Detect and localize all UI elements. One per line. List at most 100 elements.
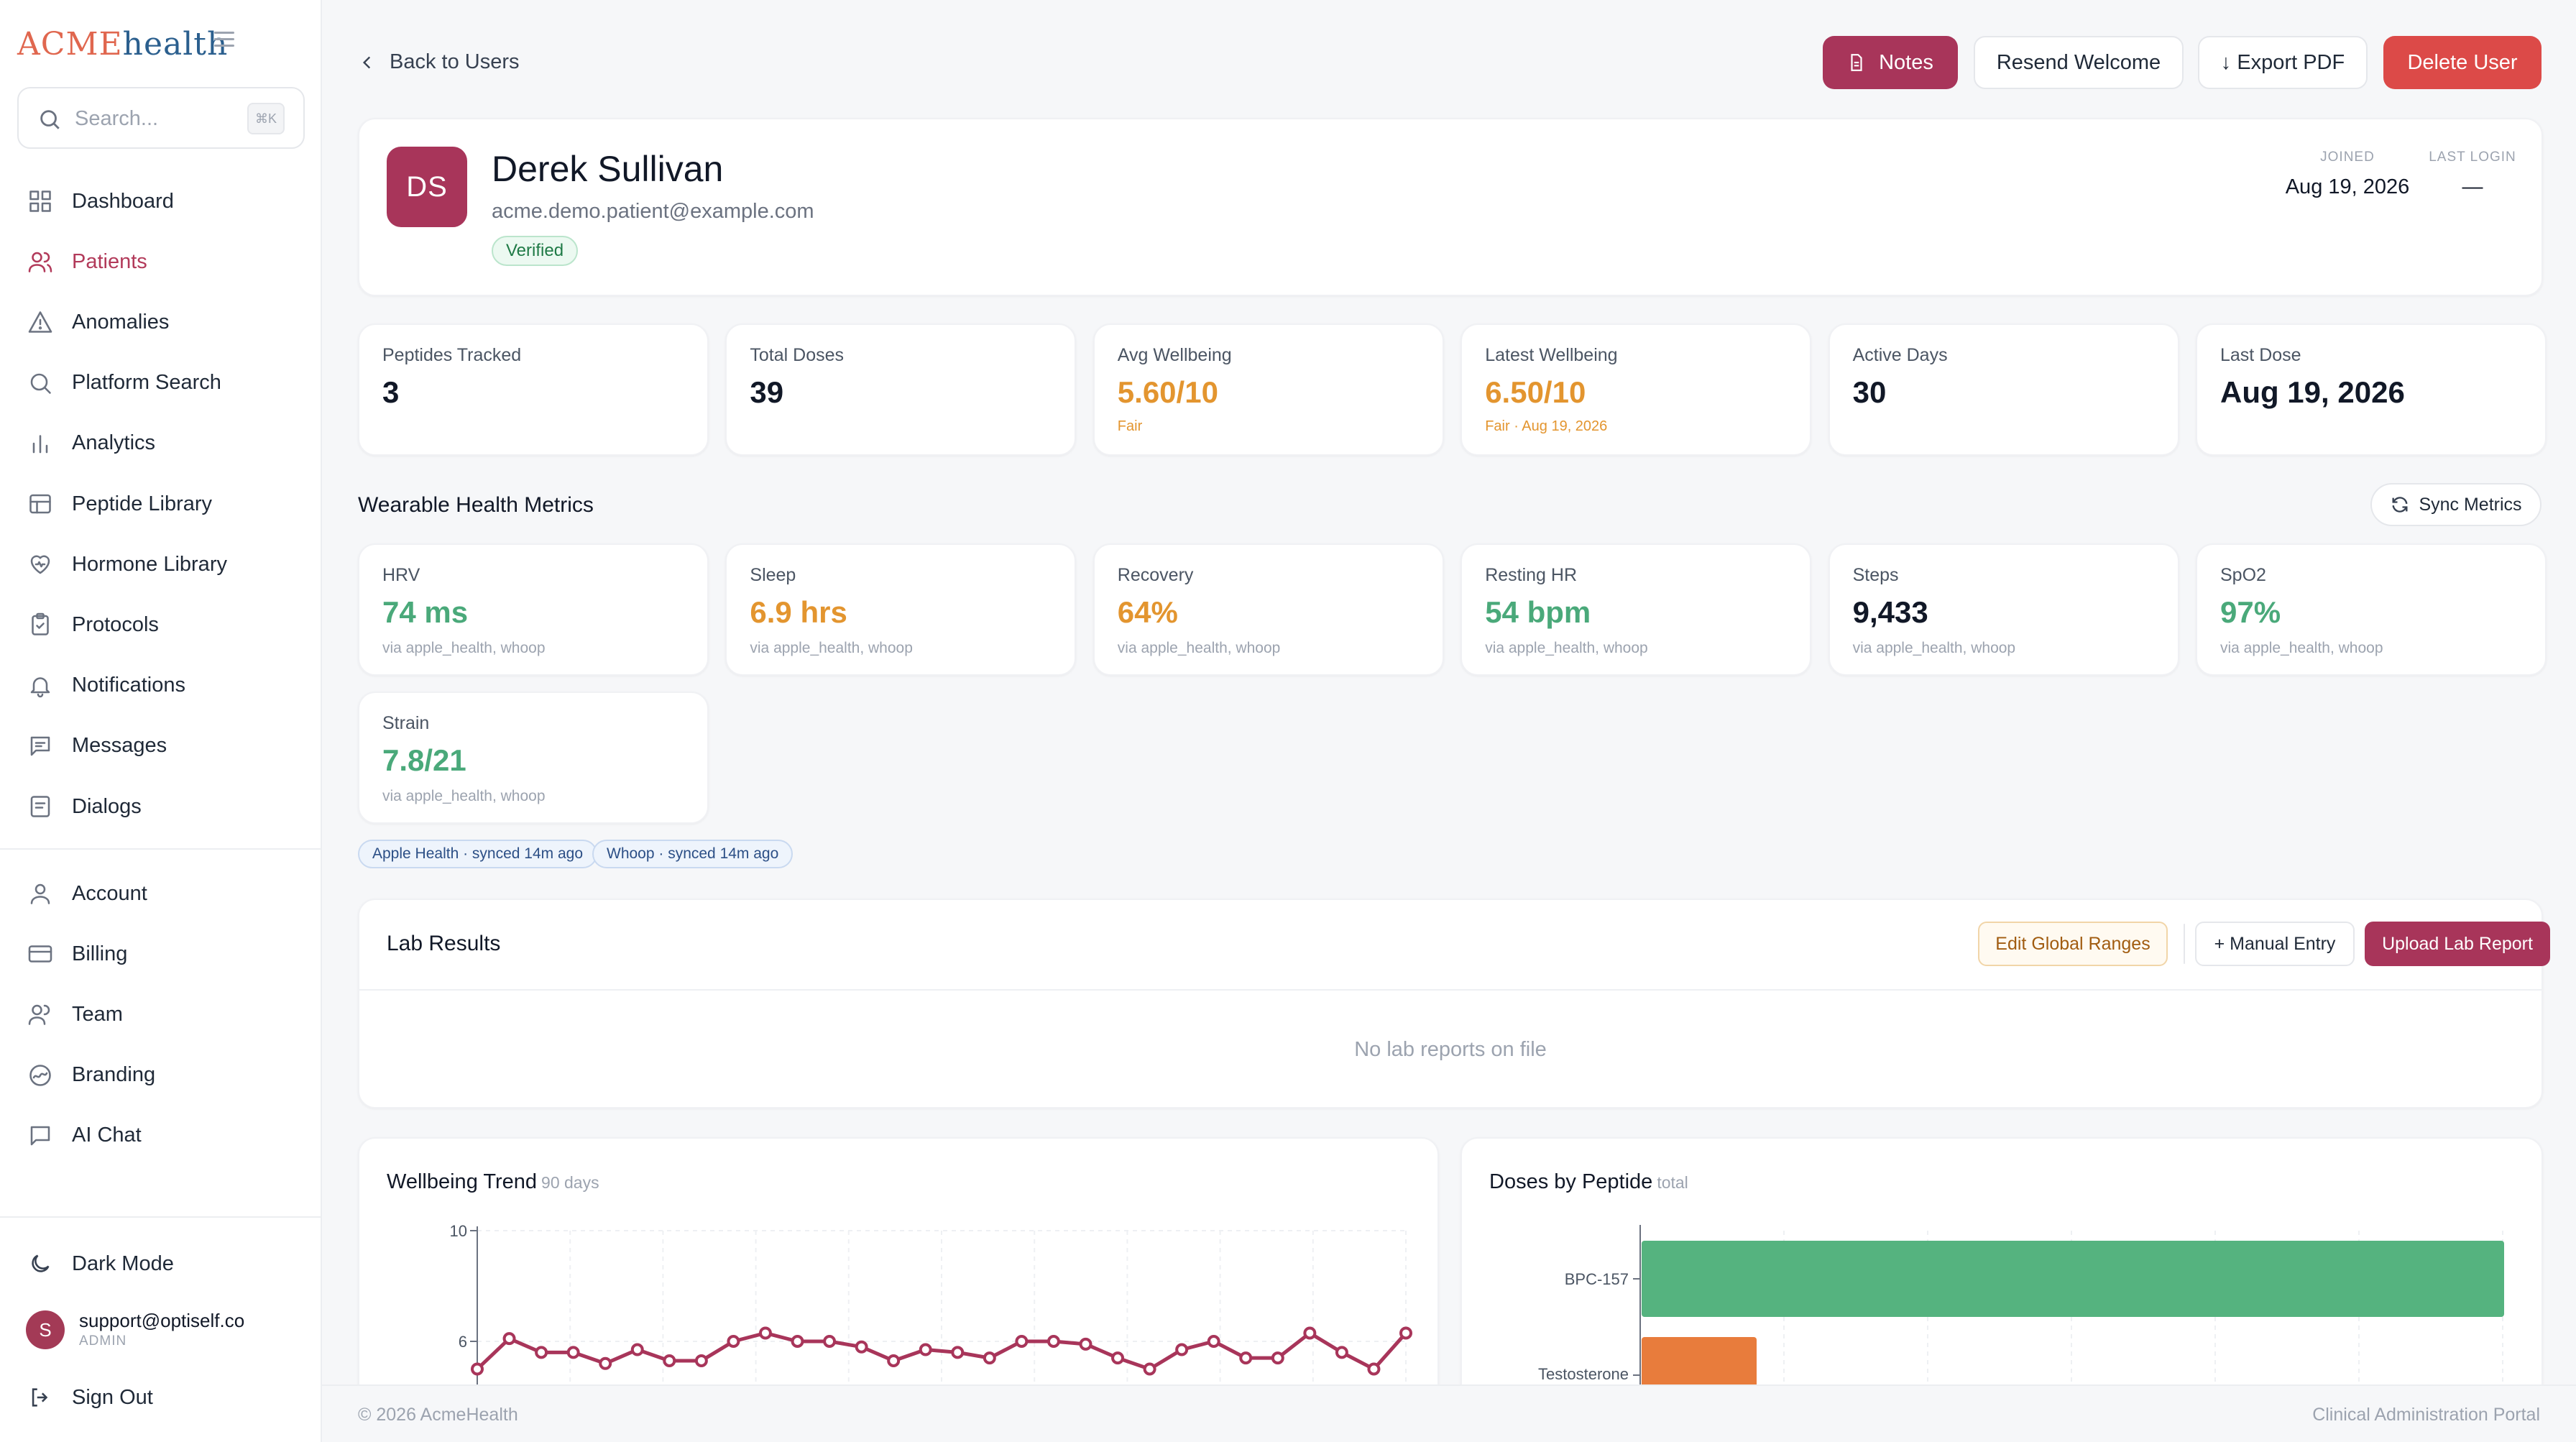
notes-button[interactable]: Notes: [1823, 36, 1958, 89]
stat-card: Latest Wellbeing 6.50/10 Fair · Aug 19, …: [1460, 323, 1812, 456]
data-point[interactable]: [1367, 1362, 1381, 1376]
chart-subtitle: 90 days: [541, 1173, 599, 1192]
data-point[interactable]: [1079, 1337, 1092, 1351]
menu-toggle-icon[interactable]: [214, 32, 234, 49]
sidebar-item-team[interactable]: Team: [26, 993, 299, 1036]
chart-title: Doses by Peptide: [1489, 1170, 1653, 1193]
dark-mode-toggle[interactable]: Dark Mode: [26, 1242, 299, 1285]
stat-value: 6.50/10: [1485, 375, 1586, 409]
wellbeing-trend-card: Wellbeing Trend 90 days 10 6: [358, 1137, 1439, 1425]
doses-by-peptide-card: Doses by Peptide total BPC-157 Testosteron…: [1460, 1137, 2543, 1425]
manual-entry-button[interactable]: + Manual Entry: [2195, 922, 2355, 966]
stat-value: 39: [750, 375, 784, 409]
data-point[interactable]: [1143, 1362, 1156, 1376]
sign-out-button[interactable]: Sign Out: [26, 1376, 299, 1419]
data-point[interactable]: [727, 1335, 740, 1348]
search-icon: [40, 110, 60, 129]
data-point[interactable]: [791, 1335, 804, 1348]
wellbeing-trend-title: Wellbeing Trend 90 days: [387, 1170, 599, 1194]
data-point[interactable]: [1399, 1326, 1412, 1340]
sidebar-item-hormone-library[interactable]: Hormone Library: [26, 543, 299, 586]
sidebar-item-analytics[interactable]: Analytics: [26, 422, 299, 465]
data-point[interactable]: [566, 1346, 580, 1359]
chart-title: Wellbeing Trend: [387, 1170, 538, 1193]
sidebar-item-label: Protocols: [72, 612, 159, 636]
data-point[interactable]: [630, 1343, 644, 1356]
data-point[interactable]: [1303, 1326, 1317, 1340]
sidebar-item-dashboard[interactable]: Dashboard: [26, 180, 299, 223]
sidebar-divider: [0, 848, 322, 850]
metric-value: 54 bpm: [1485, 595, 1591, 629]
data-point[interactable]: [1271, 1351, 1284, 1365]
doses-by-peptide-title: Doses by Peptide total: [1489, 1170, 1688, 1194]
sidebar-item-patients[interactable]: Patients: [26, 240, 299, 283]
metric-label: SpO2: [2220, 565, 2266, 585]
back-to-users-link[interactable]: Back to Users: [358, 50, 520, 74]
data-point[interactable]: [694, 1354, 708, 1367]
data-point[interactable]: [1046, 1335, 1060, 1348]
stat-card: Peptides Tracked 3: [358, 323, 709, 456]
delete-user-button[interactable]: Delete User: [2383, 36, 2542, 89]
data-point[interactable]: [1239, 1351, 1253, 1365]
data-point[interactable]: [1207, 1335, 1220, 1348]
data-point[interactable]: [951, 1346, 965, 1359]
resend-welcome-button[interactable]: Resend Welcome: [1974, 36, 2184, 89]
data-point[interactable]: [1175, 1343, 1189, 1356]
metric-value: 97%: [2220, 595, 2281, 629]
sidebar-item-branding[interactable]: Branding: [26, 1054, 299, 1097]
metric-source: via apple_health, whoop: [1852, 640, 2016, 656]
data-point[interactable]: [887, 1354, 901, 1367]
sidebar-item-notifications[interactable]: Notifications: [26, 664, 299, 707]
metric-label: Strain: [382, 713, 430, 733]
data-point[interactable]: [663, 1354, 676, 1367]
data-point[interactable]: [502, 1332, 516, 1346]
export-pdf-button[interactable]: ↓ Export PDF: [2198, 36, 2368, 89]
sync-metrics-button[interactable]: Sync Metrics: [2370, 483, 2542, 526]
data-point[interactable]: [983, 1351, 996, 1365]
search-box[interactable]: Search... ⌘K: [17, 87, 305, 149]
search-shortcut: ⌘K: [247, 103, 285, 134]
sidebar-item-platform-search[interactable]: Platform Search: [26, 362, 299, 405]
data-point[interactable]: [758, 1326, 772, 1340]
category-label: Testosterone: [1538, 1365, 1629, 1383]
sidebar-item-messages[interactable]: Messages: [26, 725, 299, 768]
sidebar-item-billing[interactable]: Billing: [26, 932, 299, 975]
sidebar-item-account[interactable]: Account: [26, 872, 299, 915]
data-point[interactable]: [919, 1343, 932, 1356]
metric-value: 74 ms: [382, 595, 469, 629]
data-point[interactable]: [535, 1346, 548, 1359]
logo-acme: ACME: [17, 26, 123, 63]
sidebar-item-label: AI Chat: [72, 1124, 142, 1147]
dialog-icon: [26, 792, 55, 821]
warning-icon: [26, 308, 55, 336]
metric-source: via apple_health, whoop: [382, 640, 546, 656]
data-point[interactable]: [1015, 1335, 1029, 1348]
metric-label: Steps: [1852, 565, 1899, 585]
chevron-left-icon: [362, 56, 371, 68]
lab-divider: [359, 989, 2542, 991]
edit-global-ranges-button[interactable]: Edit Global Ranges: [1978, 922, 2168, 966]
sidebar-item-label: Peptide Library: [72, 492, 213, 515]
logo[interactable]: ACMEhealth: [17, 26, 228, 63]
lab-empty-state: No lab reports on file: [1354, 1038, 1547, 1061]
sidebar-item-anomalies[interactable]: Anomalies: [26, 300, 299, 344]
data-point[interactable]: [599, 1356, 612, 1370]
sidebar-item-peptide-library[interactable]: Peptide Library: [26, 482, 299, 525]
library-icon: [26, 490, 55, 518]
sidebar-item-ai-chat[interactable]: AI Chat: [26, 1114, 299, 1157]
data-point[interactable]: [823, 1335, 837, 1348]
joined-value: Aug 19, 2026: [2285, 175, 2410, 198]
metric-card-recovery: Recovery 64% via apple_health, whoop: [1092, 543, 1444, 676]
current-user[interactable]: S support@optiself.co ADMIN: [26, 1310, 244, 1349]
patient-avatar: DS: [387, 147, 467, 227]
sidebar-divider: [0, 1216, 322, 1218]
data-point[interactable]: [1335, 1346, 1348, 1359]
upload-lab-report-button[interactable]: Upload Lab Report: [2365, 922, 2550, 966]
bar[interactable]: [1642, 1241, 2504, 1317]
data-point[interactable]: [1111, 1351, 1125, 1365]
search-input[interactable]: Search...: [75, 107, 159, 130]
data-point[interactable]: [855, 1340, 868, 1354]
data-point[interactable]: [471, 1362, 484, 1376]
sidebar-item-dialogs[interactable]: Dialogs: [26, 785, 299, 828]
sidebar-item-protocols[interactable]: Protocols: [26, 603, 299, 646]
